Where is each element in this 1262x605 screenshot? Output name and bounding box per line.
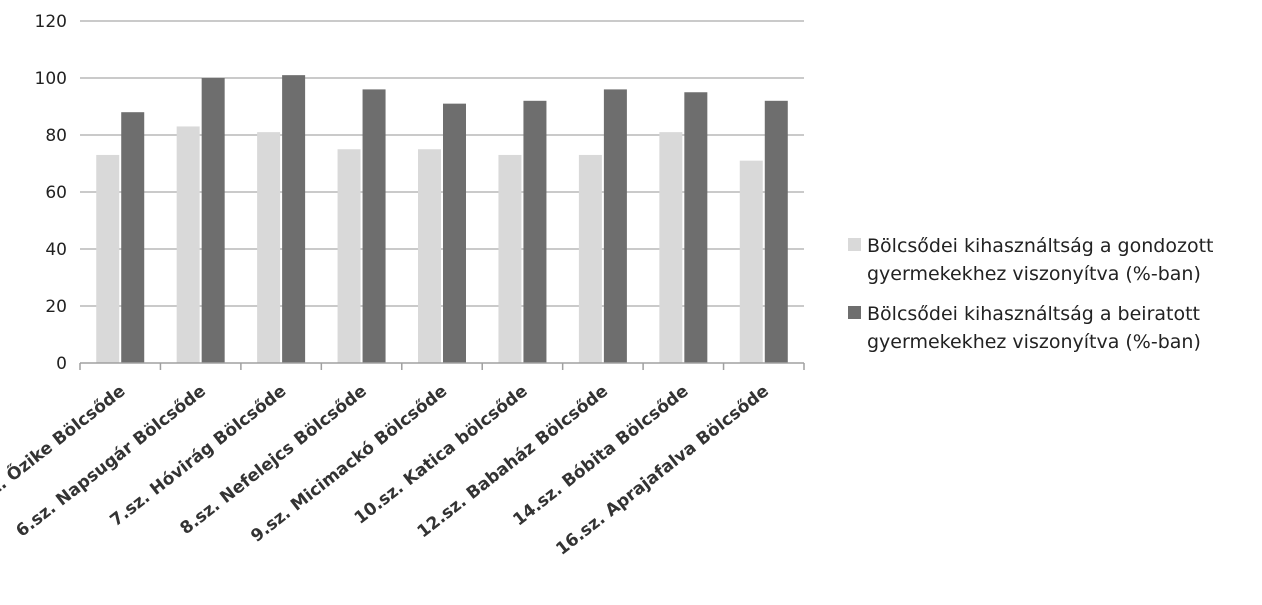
- bar: [257, 132, 281, 363]
- bar: [282, 75, 306, 364]
- y-tick-label: 80: [45, 126, 67, 146]
- bar: [201, 78, 225, 363]
- legend-label-gondozott: Bölcsődei kihasználtság a gondozott gyer…: [867, 232, 1213, 288]
- bar: [96, 154, 120, 363]
- bar: [418, 149, 441, 363]
- legend-label-gondozott-line1: Bölcsődei kihasználtság a gondozott: [867, 235, 1214, 257]
- legend-swatch-beiratott: [848, 306, 861, 319]
- y-tick-label: 20: [45, 297, 67, 317]
- grid-lines: [80, 20, 804, 307]
- legend-swatch-gondozott: [848, 238, 861, 251]
- bar: [337, 149, 361, 363]
- bar: [764, 100, 788, 364]
- bar: [684, 92, 708, 363]
- bar: [603, 89, 627, 364]
- bar: [523, 100, 547, 364]
- legend-item-gondozott: Bölcsődei kihasználtság a gondozott gyer…: [848, 232, 1258, 288]
- y-tick-label: 60: [45, 183, 67, 203]
- bar: [121, 112, 145, 363]
- legend-item-beiratott: Bölcsődei kihasználtság a beiratott gyer…: [848, 300, 1258, 356]
- bar: [659, 132, 683, 363]
- y-tick-label: 100: [35, 69, 67, 89]
- bars: [96, 75, 788, 364]
- legend: Bölcsődei kihasználtság a gondozott gyer…: [848, 232, 1258, 368]
- legend-label-gondozott-line2: gyermekekhez viszonyítva (%-ban): [867, 263, 1201, 285]
- legend-label-beiratott-line1: Bölcsődei kihasználtság a beiratott: [867, 303, 1201, 325]
- y-tick-label: 0: [56, 354, 67, 374]
- y-tick-label: 40: [45, 240, 67, 260]
- bar: [498, 154, 522, 363]
- bar: [176, 126, 200, 363]
- y-axis: 0 20 40 60 80 100 120: [35, 12, 67, 374]
- legend-label-beiratott: Bölcsődei kihasználtság a beiratott gyer…: [867, 300, 1201, 356]
- bar: [578, 154, 602, 363]
- bar: [362, 89, 386, 364]
- y-tick-label: 120: [35, 12, 67, 32]
- bar: [443, 103, 466, 364]
- bar: [739, 160, 763, 363]
- legend-label-beiratott-line2: gyermekekhez viszonyítva (%-ban): [867, 331, 1201, 353]
